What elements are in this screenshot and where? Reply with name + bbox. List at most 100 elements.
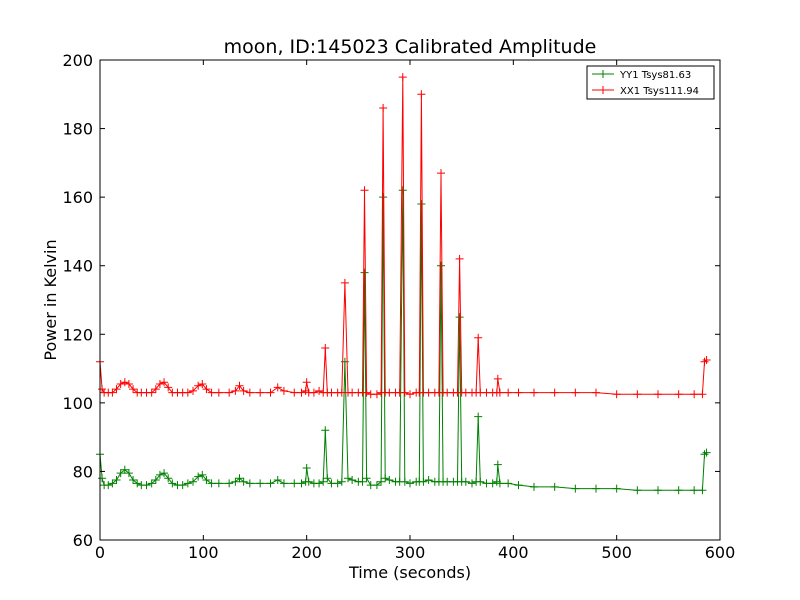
- data-point-marker: [495, 479, 504, 488]
- data-point-marker: [493, 374, 502, 383]
- data-point-marker: [530, 482, 538, 491]
- data-point-marker: [129, 476, 138, 484]
- data-point-marker: [398, 186, 407, 195]
- data-point-marker: [340, 278, 349, 287]
- data-point-marker: [612, 390, 621, 399]
- data-point-marker: [207, 388, 216, 397]
- data-point-marker: [273, 383, 282, 392]
- data-point-marker: [372, 481, 381, 490]
- data-point-marker: [198, 470, 207, 479]
- data-point-marker: [321, 426, 330, 435]
- data-point-marker: [674, 390, 683, 399]
- x-tick-label: 400: [498, 543, 529, 562]
- legend-box: [586, 65, 715, 100]
- data-point-marker: [194, 381, 203, 390]
- data-point-marker: [417, 200, 426, 208]
- x-tick-label: 600: [705, 543, 736, 562]
- data-point-marker: [279, 386, 288, 395]
- data-point-marker: [495, 388, 504, 397]
- data-point-marker: [297, 479, 306, 488]
- data-point-marker: [337, 477, 346, 486]
- data-point-marker: [160, 469, 169, 478]
- x-tick-label: 500: [601, 543, 632, 562]
- data-point-marker: [514, 481, 523, 490]
- data-point-marker: [297, 388, 306, 397]
- data-point-marker: [348, 476, 357, 484]
- data-point-marker: [273, 476, 282, 484]
- data-point-marker: [468, 479, 476, 488]
- data-point-marker: [344, 474, 352, 483]
- data-point-marker: [304, 477, 313, 486]
- data-point-marker: [417, 90, 426, 99]
- data-point-marker: [164, 383, 173, 392]
- legend: YY1 Tsys81.63 XX1 Tsys111.94: [586, 65, 715, 100]
- legend-swatch-marker: [599, 86, 607, 94]
- data-point-marker: [266, 388, 275, 397]
- data-point-marker: [571, 388, 580, 397]
- data-point-marker: [160, 378, 169, 387]
- data-point-marker: [321, 344, 330, 352]
- data-point-marker: [151, 476, 160, 484]
- data-point-marker: [183, 479, 192, 488]
- data-point-marker: [333, 479, 342, 488]
- data-point-marker: [120, 465, 129, 474]
- data-point-marker: [231, 386, 240, 395]
- series-layer: [96, 73, 711, 495]
- x-tick-label: 200: [291, 543, 322, 562]
- data-point-marker: [358, 477, 367, 486]
- data-point-marker: [530, 388, 538, 397]
- data-point-marker: [700, 450, 709, 459]
- data-point-marker: [129, 385, 138, 394]
- data-point-marker: [514, 388, 523, 397]
- series-1: [96, 73, 711, 399]
- data-point-marker: [266, 479, 275, 488]
- data-point-marker: [550, 388, 559, 397]
- data-point-marker: [147, 479, 156, 488]
- data-point-marker: [360, 186, 369, 195]
- data-point-marker: [279, 479, 288, 488]
- data-point-marker: [385, 476, 394, 484]
- data-point-marker: [406, 479, 414, 488]
- y-tick-label: 160: [62, 188, 93, 207]
- y-tick-label: 100: [62, 394, 93, 413]
- data-point-marker: [120, 378, 129, 387]
- data-point-marker: [189, 477, 197, 486]
- data-point-marker: [702, 356, 711, 364]
- data-point-marker: [302, 464, 311, 472]
- data-point-marker: [698, 486, 707, 495]
- data-point-marker: [124, 469, 133, 478]
- data-point-marker: [474, 333, 483, 342]
- data-point-marker: [702, 448, 711, 457]
- data-point-marker: [214, 479, 223, 488]
- data-point-marker: [142, 481, 151, 490]
- data-point-marker: [155, 380, 164, 388]
- y-tick-label: 180: [62, 120, 93, 139]
- data-point-marker: [104, 481, 113, 490]
- data-point-marker: [550, 482, 559, 491]
- y-tick-label: 200: [62, 51, 93, 70]
- data-point-marker: [290, 479, 299, 488]
- data-point-marker: [377, 477, 386, 486]
- data-point-marker: [256, 388, 265, 397]
- data-point-marker: [455, 254, 464, 263]
- data-point-marker: [315, 479, 324, 488]
- data-point-marker: [231, 477, 240, 486]
- x-tick-label: 0: [95, 543, 105, 562]
- data-point-marker: [155, 470, 164, 479]
- x-tick-label: 100: [188, 543, 219, 562]
- data-point-marker: [461, 477, 470, 486]
- data-point-marker: [245, 388, 254, 397]
- chart-title: moon, ID:145023 Calibrated Amplitude: [224, 36, 597, 58]
- data-point-marker: [98, 385, 107, 394]
- data-point-marker: [400, 477, 409, 486]
- data-point-marker: [239, 386, 248, 395]
- data-point-marker: [202, 385, 211, 394]
- data-point-marker: [235, 474, 244, 483]
- data-point-marker: [189, 386, 197, 395]
- data-point-marker: [194, 472, 203, 481]
- data-point-marker: [214, 388, 223, 397]
- data-point-marker: [437, 261, 445, 270]
- data-point-marker: [700, 357, 709, 366]
- data-point-marker: [424, 476, 433, 484]
- data-point-marker: [225, 479, 234, 488]
